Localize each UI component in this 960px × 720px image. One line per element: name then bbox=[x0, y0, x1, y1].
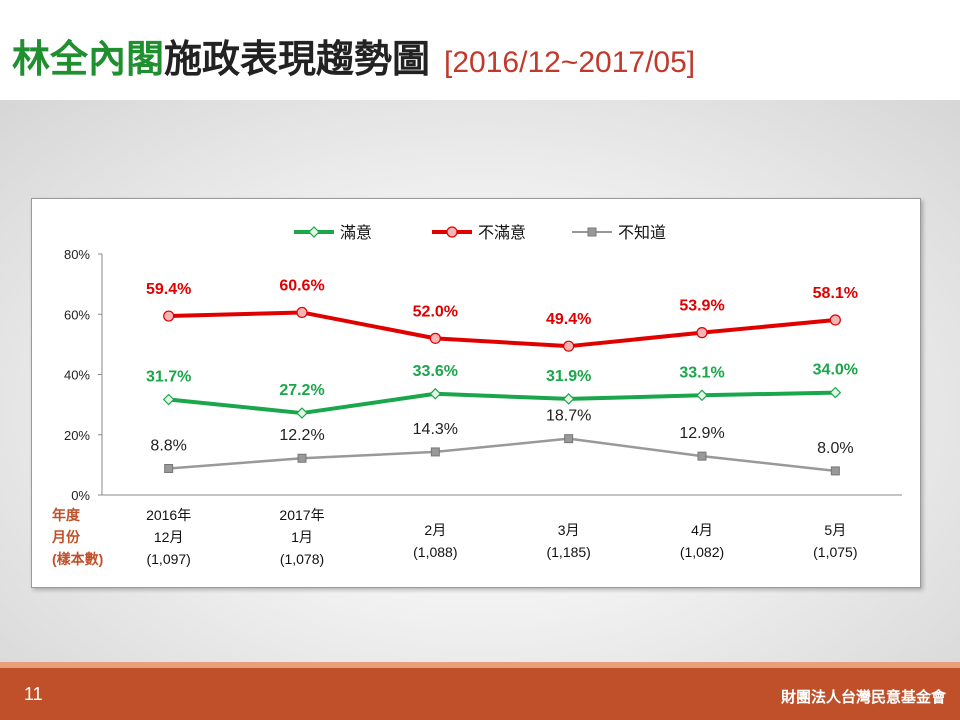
x-sample-label: (1,088) bbox=[413, 544, 457, 560]
data-label: 8.8% bbox=[150, 437, 186, 454]
x-sample-label: (1,082) bbox=[680, 544, 724, 560]
data-label: 12.2% bbox=[279, 427, 324, 444]
legend-marker-2 bbox=[587, 227, 597, 237]
data-point-1-1 bbox=[296, 306, 308, 319]
data-label: 58.1% bbox=[813, 285, 858, 302]
data-label: 31.9% bbox=[546, 368, 591, 385]
data-point-1-2 bbox=[429, 332, 441, 344]
data-label: 59.4% bbox=[146, 281, 191, 298]
data-label: 18.7% bbox=[546, 408, 591, 425]
x-month-label: 1月 bbox=[291, 529, 313, 545]
data-point-1-3 bbox=[563, 340, 575, 352]
y-tick-label: 0% bbox=[71, 488, 90, 503]
series-line-1 bbox=[168, 310, 836, 349]
data-point-2-3 bbox=[564, 434, 574, 444]
data-label: 8.0% bbox=[817, 440, 853, 457]
series-line-0 bbox=[168, 390, 836, 416]
page-number: 11 bbox=[24, 684, 43, 704]
x-month-label: 12月 bbox=[154, 529, 184, 545]
x-sample-label: (1,097) bbox=[146, 551, 190, 567]
y-tick-label: 60% bbox=[64, 307, 90, 322]
data-point-0-4 bbox=[696, 389, 708, 402]
data-point-2-1 bbox=[297, 453, 307, 463]
chart-frame: 0% 20% 40% 60% 80% 2016年 12月 (1,097) 2017年 1月 (1,0… bbox=[31, 198, 921, 588]
legend-label: 不滿意 bbox=[478, 223, 526, 242]
data-label: 33.1% bbox=[679, 364, 724, 381]
data-label: 34.0% bbox=[813, 362, 858, 379]
x-month-label: 3月 bbox=[558, 522, 580, 538]
title-date-range: [2016/12~2017/05] bbox=[444, 46, 696, 79]
data-point-0-5 bbox=[829, 386, 842, 399]
y-tick-label: 80% bbox=[64, 247, 90, 262]
data-label: 14.3% bbox=[413, 421, 458, 438]
data-label: 31.7% bbox=[146, 369, 191, 386]
x-year-label: 2017年 bbox=[279, 507, 324, 523]
y-tick-label: 40% bbox=[64, 368, 90, 383]
x-sample-label: (1,185) bbox=[546, 544, 590, 560]
y-tick-label: 20% bbox=[64, 428, 90, 443]
data-label: 60.6% bbox=[279, 277, 324, 294]
organization-name: 財團法人台灣民意基金會 bbox=[780, 688, 946, 706]
data-point-2-5 bbox=[830, 466, 840, 476]
data-point-2-0 bbox=[164, 463, 174, 473]
data-label: 52.0% bbox=[413, 303, 458, 320]
title-main: 施政表現趨勢圖 bbox=[164, 37, 431, 81]
legend-label: 滿意 bbox=[340, 223, 372, 242]
data-point-1-0 bbox=[163, 310, 175, 322]
data-point-1-4 bbox=[696, 327, 708, 339]
legend-marker-0 bbox=[308, 226, 320, 238]
data-label: 27.2% bbox=[279, 382, 324, 399]
title-highlight: 林全內閣 bbox=[12, 37, 165, 81]
footer-bar bbox=[0, 668, 960, 720]
x-month-label: 5月 bbox=[824, 522, 846, 538]
title-bar: 林全內閣施政表現趨勢圖 [2016/12~2017/05] bbox=[0, 0, 960, 100]
data-point-1-5 bbox=[829, 314, 841, 326]
x-sample-label: (1,078) bbox=[280, 551, 324, 567]
trend-chart: 0% 20% 40% 60% 80% 2016年 12月 (1,097) 2017年 1月 (1,0… bbox=[51, 223, 902, 567]
x-year-label: 2016年 bbox=[146, 507, 191, 523]
data-label: 53.9% bbox=[679, 298, 724, 315]
data-point-0-3 bbox=[562, 393, 575, 405]
data-point-0-0 bbox=[162, 393, 175, 406]
row-header-label: 月份 bbox=[51, 529, 81, 545]
data-point-2-2 bbox=[430, 447, 440, 457]
legend-label: 不知道 bbox=[618, 224, 666, 242]
x-month-label: 4月 bbox=[691, 522, 713, 538]
x-sample-label: (1,075) bbox=[813, 544, 857, 560]
data-point-0-2 bbox=[429, 387, 442, 400]
data-point-0-1 bbox=[296, 407, 308, 419]
series-line-2 bbox=[168, 437, 836, 473]
data-point-2-4 bbox=[697, 451, 707, 461]
row-header-label: 年度 bbox=[52, 507, 81, 523]
data-label: 12.9% bbox=[679, 425, 724, 442]
row-header-label: (樣本數) bbox=[52, 551, 103, 567]
data-label: 33.6% bbox=[413, 363, 458, 380]
footer-accent-line bbox=[0, 662, 960, 668]
x-month-label: 2月 bbox=[424, 522, 446, 538]
slide-title: 林全內閣施政表現趨勢圖 [2016/12~2017/05] bbox=[12, 28, 695, 83]
data-label: 49.4% bbox=[546, 311, 591, 328]
legend-marker-1 bbox=[446, 226, 458, 238]
